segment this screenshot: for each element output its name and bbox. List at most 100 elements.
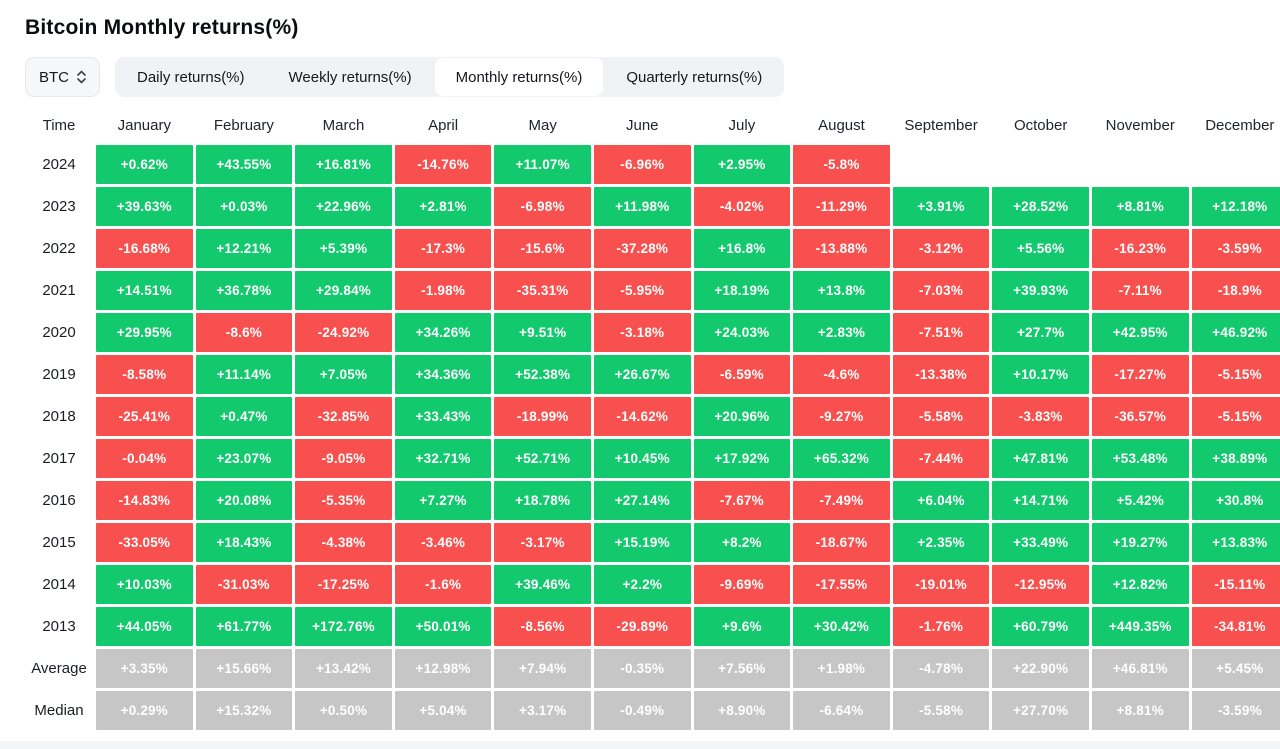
column-header-month: July bbox=[728, 117, 756, 134]
return-cell: -7.44% bbox=[892, 439, 990, 478]
return-cell: +0.03% bbox=[195, 187, 293, 226]
return-cell: -25.41% bbox=[96, 397, 193, 436]
return-cell: +0.62% bbox=[96, 145, 193, 184]
return-cell: -14.62% bbox=[593, 397, 691, 436]
return-cell: +29.84% bbox=[295, 271, 392, 310]
return-cell bbox=[1092, 145, 1189, 184]
column-header-month: December bbox=[1205, 117, 1275, 134]
return-cell: +7.56% bbox=[693, 649, 791, 688]
return-cell: +27.7% bbox=[992, 313, 1089, 352]
return-cell: -3.12% bbox=[892, 229, 990, 268]
column-header-month: October bbox=[1013, 117, 1068, 134]
return-cell: +53.48% bbox=[1091, 439, 1189, 478]
row-label: 2013 bbox=[42, 618, 76, 635]
return-cell: +11.14% bbox=[195, 355, 293, 394]
return-cell: -11.29% bbox=[793, 187, 890, 226]
return-cell: +3.91% bbox=[892, 187, 990, 226]
row-label: 2021 bbox=[42, 282, 76, 299]
return-cell: +24.03% bbox=[693, 313, 791, 352]
return-cell: +47.81% bbox=[992, 439, 1089, 478]
return-cell: +8.2% bbox=[693, 523, 791, 562]
return-cell: +39.63% bbox=[96, 187, 193, 226]
return-cell: +20.08% bbox=[195, 481, 293, 520]
return-cell: +5.39% bbox=[295, 229, 392, 268]
return-cell: +60.79% bbox=[992, 607, 1089, 646]
return-cell: -18.9% bbox=[1191, 271, 1280, 310]
return-cell: +22.96% bbox=[295, 187, 392, 226]
row-label: 2020 bbox=[42, 324, 76, 341]
return-cell: +9.51% bbox=[494, 313, 591, 352]
return-cell: +1.98% bbox=[793, 649, 890, 688]
return-cell: +5.42% bbox=[1091, 481, 1189, 520]
return-cell: +19.27% bbox=[1091, 523, 1189, 562]
return-cell: -3.46% bbox=[394, 523, 492, 562]
controls-bar: BTC Daily returns(%) Weekly returns(%) M… bbox=[25, 57, 1280, 97]
return-cell: +2.83% bbox=[793, 313, 890, 352]
column-header-time: Time bbox=[42, 117, 76, 134]
return-cell: +16.81% bbox=[295, 145, 392, 184]
return-cell: +2.95% bbox=[693, 145, 791, 184]
return-cell: +0.47% bbox=[195, 397, 293, 436]
return-cell: +36.78% bbox=[195, 271, 293, 310]
tab-monthly-returns[interactable]: Monthly returns(%) bbox=[433, 57, 605, 97]
row-label: Median bbox=[34, 702, 84, 719]
return-cell: -7.03% bbox=[892, 271, 990, 310]
return-cell: -29.89% bbox=[593, 607, 691, 646]
return-cell: -35.31% bbox=[494, 271, 591, 310]
return-cell: +52.71% bbox=[494, 439, 591, 478]
column-header-month: May bbox=[528, 117, 557, 134]
return-cell: +0.29% bbox=[96, 691, 193, 730]
return-cell: -3.18% bbox=[593, 313, 691, 352]
tab-quarterly-returns[interactable]: Quarterly returns(%) bbox=[626, 68, 763, 86]
return-cell: -1.76% bbox=[892, 607, 990, 646]
return-cell: +16.8% bbox=[693, 229, 791, 268]
return-cell: +46.81% bbox=[1091, 649, 1189, 688]
return-cell: +20.96% bbox=[693, 397, 791, 436]
return-cell: +8.81% bbox=[1091, 187, 1189, 226]
return-cell: +10.17% bbox=[992, 355, 1089, 394]
return-cell: +8.81% bbox=[1091, 691, 1189, 730]
return-cell: -5.15% bbox=[1191, 355, 1280, 394]
return-cell: +6.04% bbox=[892, 481, 990, 520]
return-cell: -4.6% bbox=[793, 355, 890, 394]
return-cell: +38.89% bbox=[1191, 439, 1280, 478]
return-cell: +34.26% bbox=[394, 313, 492, 352]
return-cell: +12.98% bbox=[394, 649, 492, 688]
return-cell: -3.59% bbox=[1191, 691, 1280, 730]
return-cell: +7.05% bbox=[295, 355, 392, 394]
return-cell: +11.98% bbox=[593, 187, 691, 226]
return-cell: -7.51% bbox=[892, 313, 990, 352]
return-cell: -37.28% bbox=[593, 229, 691, 268]
return-cell: +12.82% bbox=[1091, 565, 1189, 604]
return-cell: +2.81% bbox=[394, 187, 492, 226]
return-cell: -16.68% bbox=[96, 229, 193, 268]
tab-daily-returns[interactable]: Daily returns(%) bbox=[137, 68, 245, 86]
return-cell: -36.57% bbox=[1091, 397, 1189, 436]
return-cell: +449.35% bbox=[1091, 607, 1189, 646]
return-cell: +33.49% bbox=[992, 523, 1089, 562]
return-cell: -8.6% bbox=[195, 313, 293, 352]
return-cell: -7.49% bbox=[793, 481, 890, 520]
chevron-updown-icon bbox=[77, 70, 86, 84]
tab-weekly-returns[interactable]: Weekly returns(%) bbox=[288, 68, 412, 86]
return-cell: +33.43% bbox=[394, 397, 492, 436]
return-cell: +3.35% bbox=[96, 649, 193, 688]
return-cell: -1.6% bbox=[394, 565, 492, 604]
column-header-month: March bbox=[322, 117, 365, 134]
return-cell: +61.77% bbox=[195, 607, 293, 646]
symbol-select[interactable]: BTC bbox=[25, 57, 100, 97]
return-cell: +5.56% bbox=[992, 229, 1089, 268]
return-cell: -5.95% bbox=[593, 271, 691, 310]
return-cell: -18.99% bbox=[494, 397, 591, 436]
return-cell: +14.51% bbox=[96, 271, 193, 310]
return-cell: +44.05% bbox=[96, 607, 193, 646]
return-cell: -8.56% bbox=[494, 607, 591, 646]
return-cell: -5.8% bbox=[793, 145, 890, 184]
return-cell: -4.38% bbox=[295, 523, 392, 562]
return-cell: -6.59% bbox=[693, 355, 791, 394]
row-label: 2022 bbox=[42, 240, 76, 257]
returns-table: Time January February March April May June July… bbox=[0, 109, 1280, 730]
return-cell: +42.95% bbox=[1091, 313, 1189, 352]
column-header-month: April bbox=[428, 117, 459, 134]
